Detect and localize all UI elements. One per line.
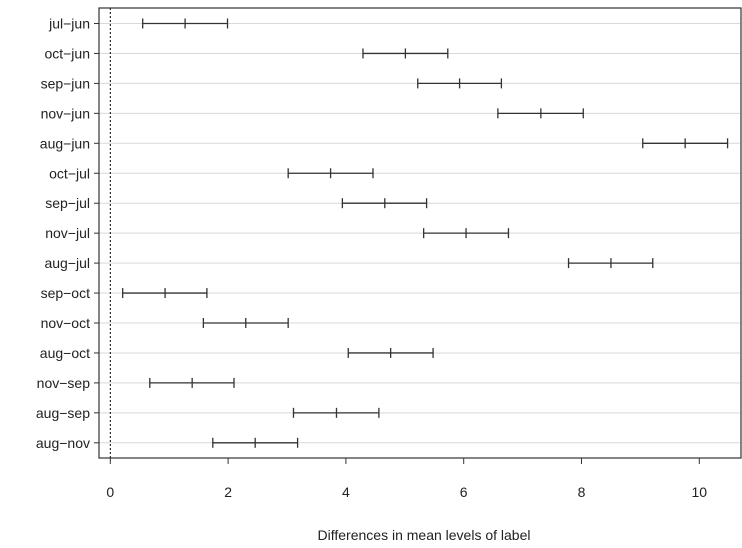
y-tick-label: oct−jul (49, 165, 90, 181)
y-tick-label: aug−jul (44, 255, 90, 271)
x-tick-label: 0 (106, 484, 114, 500)
y-tick-label: nov−jun (41, 105, 90, 121)
x-tick-label: 10 (692, 484, 708, 500)
y-tick-label: sep−jun (41, 75, 90, 91)
grid-lines (99, 23, 741, 444)
plot-frame (98, 7, 742, 459)
y-tick-label: sep−oct (41, 285, 91, 301)
x-tick-label: 4 (342, 484, 350, 500)
x-axis-label: Differences in mean levels of label (318, 527, 531, 543)
y-tick-label: nov−jul (45, 225, 90, 241)
y-tick-label: aug−nov (36, 435, 90, 451)
interval-bars (122, 18, 729, 448)
y-tick-label: nov−sep (37, 375, 91, 391)
y-tick-labels: jul−jun oct−jun sep−jun nov−jun aug−jun oct−j… (36, 16, 99, 451)
y-tick-label: oct−jun (44, 45, 90, 61)
y-tick-label: nov−oct (41, 315, 91, 331)
y-tick-label: aug−jun (40, 135, 90, 151)
y-tick-label: jul−jun (48, 16, 90, 32)
y-tick-label: sep−jul (45, 195, 90, 211)
x-tick-label: 2 (224, 484, 232, 500)
x-tick-label: 8 (578, 484, 586, 500)
y-tick-label: aug−oct (40, 345, 90, 361)
x-tick-label: 6 (460, 484, 468, 500)
x-ticks: 0 2 4 6 8 10 (106, 458, 707, 500)
y-tick-label: aug−sep (36, 405, 90, 421)
